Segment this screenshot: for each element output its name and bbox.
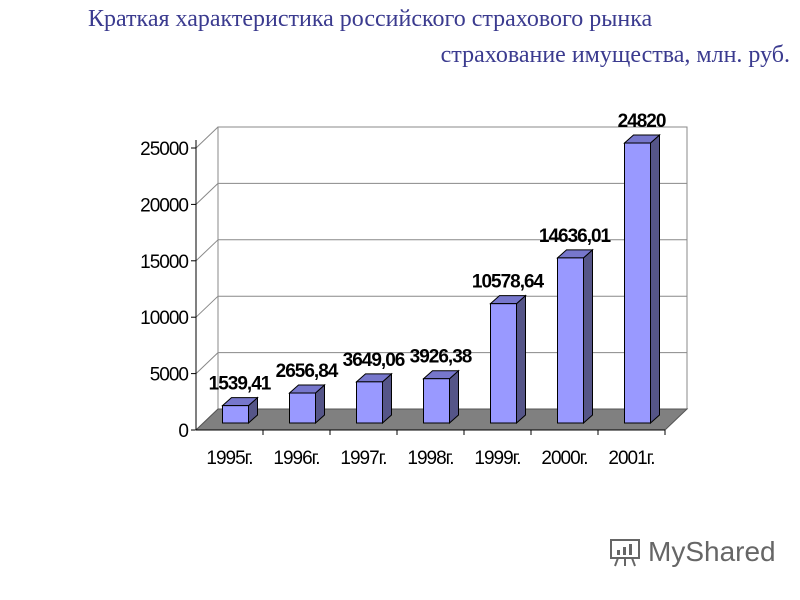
bar [490,303,517,424]
y-tick-label: 10000 [140,308,188,329]
side-gridline [195,239,219,262]
bar-side [449,369,459,425]
x-tick-label: 1998г. [407,448,453,469]
logo-text: MyShared [648,536,776,567]
side-gridline [195,295,219,318]
data-label: 2656,84 [276,361,339,382]
y-tick-label: 25000 [140,139,188,160]
side-gridline [195,352,219,374]
data-label: 3926,38 [410,347,472,368]
side-gridline [195,126,219,149]
myshared-logo: MyShared [608,536,776,568]
y-tick-label: 5000 [150,365,189,386]
presentation-board-icon [610,539,640,567]
bar [356,381,383,424]
x-tick-label: 2000г. [541,448,587,469]
side-gridline [195,183,219,205]
x-tick-label: 1995г. [206,448,252,469]
x-tick-label: 1996г. [273,448,319,469]
x-tick-label: 2001г. [608,448,654,469]
bar [289,392,316,424]
back-wall [217,126,688,410]
data-label: 3649,06 [343,350,405,371]
bar [222,405,249,424]
data-label: 24820 [618,111,666,132]
bar [624,142,651,424]
y-tick-label: 0 [178,421,188,442]
bar-side [650,133,660,425]
x-tick-label: 1999г. [474,448,520,469]
data-label: 10578,64 [472,272,545,293]
bar-side [583,248,593,425]
x-tick-label: 1997г. [340,448,386,469]
slide-title: Краткая характеристика российского страх… [88,6,653,32]
y-tick-label: 20000 [140,195,188,216]
slide-subtitle: страхование имущества, млн. руб. [440,42,790,68]
y-tick-label: 15000 [140,252,188,273]
data-label: 14636,01 [539,226,612,247]
bar [557,257,584,424]
data-label: 1539,41 [209,374,272,395]
bar [423,378,450,424]
bar-side [516,294,526,425]
